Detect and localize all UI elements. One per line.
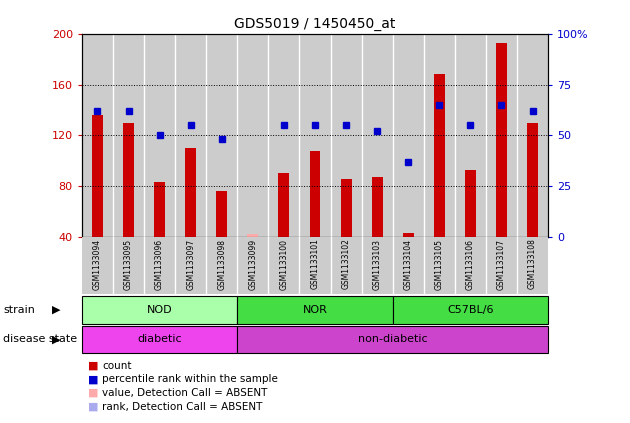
Text: ■: ■: [88, 388, 99, 398]
Bar: [455, 34, 486, 237]
Bar: [299, 237, 331, 294]
Bar: [82, 296, 238, 324]
Text: GSM1133103: GSM1133103: [373, 239, 382, 290]
Bar: [185, 148, 196, 237]
Text: C57BL/6: C57BL/6: [447, 305, 494, 315]
Text: GSM1133101: GSM1133101: [311, 239, 319, 289]
Text: GSM1133098: GSM1133098: [217, 239, 226, 290]
Text: NOR: NOR: [302, 305, 328, 315]
Bar: [82, 326, 238, 353]
Bar: [517, 34, 548, 237]
Text: ■: ■: [88, 401, 99, 412]
Text: GSM1133102: GSM1133102: [341, 239, 350, 289]
Text: count: count: [102, 361, 132, 371]
Text: GSM1133094: GSM1133094: [93, 239, 102, 290]
Bar: [268, 34, 299, 237]
Bar: [238, 326, 548, 353]
Bar: [362, 237, 392, 294]
Text: GSM1133106: GSM1133106: [466, 239, 475, 290]
Text: GSM1133104: GSM1133104: [404, 239, 413, 290]
Text: diabetic: diabetic: [137, 335, 182, 344]
Bar: [527, 123, 538, 237]
Bar: [123, 123, 134, 237]
Bar: [434, 74, 445, 237]
Bar: [175, 237, 206, 294]
Bar: [486, 34, 517, 237]
Title: GDS5019 / 1450450_at: GDS5019 / 1450450_at: [234, 17, 396, 31]
Bar: [331, 34, 362, 237]
Bar: [238, 296, 392, 324]
Bar: [206, 237, 238, 294]
Text: NOD: NOD: [147, 305, 173, 315]
Bar: [92, 115, 103, 237]
Bar: [278, 173, 289, 237]
Text: ■: ■: [88, 374, 99, 385]
Bar: [392, 296, 548, 324]
Bar: [154, 182, 165, 237]
Bar: [175, 34, 206, 237]
Bar: [309, 151, 321, 237]
Bar: [216, 191, 227, 237]
Text: non-diabetic: non-diabetic: [358, 335, 428, 344]
Bar: [424, 237, 455, 294]
Bar: [465, 170, 476, 237]
Bar: [341, 179, 352, 237]
Text: value, Detection Call = ABSENT: value, Detection Call = ABSENT: [102, 388, 267, 398]
Text: GSM1133095: GSM1133095: [124, 239, 133, 290]
Bar: [403, 233, 414, 237]
Bar: [299, 34, 331, 237]
Bar: [238, 34, 268, 237]
Bar: [113, 34, 144, 237]
Bar: [517, 237, 548, 294]
Bar: [82, 34, 113, 237]
Text: GSM1133107: GSM1133107: [497, 239, 506, 290]
Bar: [392, 34, 424, 237]
Bar: [331, 237, 362, 294]
Text: ▶: ▶: [52, 305, 61, 315]
Bar: [268, 237, 299, 294]
Bar: [486, 237, 517, 294]
Text: GSM1133105: GSM1133105: [435, 239, 444, 290]
Text: GSM1133108: GSM1133108: [528, 239, 537, 289]
Bar: [496, 43, 507, 237]
Bar: [362, 34, 392, 237]
Text: GSM1133096: GSM1133096: [155, 239, 164, 290]
Text: ■: ■: [88, 361, 99, 371]
Text: rank, Detection Call = ABSENT: rank, Detection Call = ABSENT: [102, 401, 263, 412]
Bar: [238, 237, 268, 294]
Bar: [424, 34, 455, 237]
Text: strain: strain: [3, 305, 35, 315]
Text: percentile rank within the sample: percentile rank within the sample: [102, 374, 278, 385]
Bar: [206, 34, 238, 237]
Bar: [392, 237, 424, 294]
Bar: [144, 237, 175, 294]
Text: GSM1133099: GSM1133099: [248, 239, 257, 290]
Text: ▶: ▶: [52, 335, 61, 344]
Bar: [248, 234, 258, 237]
Bar: [455, 237, 486, 294]
Text: GSM1133100: GSM1133100: [280, 239, 289, 290]
Bar: [82, 237, 113, 294]
Bar: [372, 177, 382, 237]
Text: GSM1133097: GSM1133097: [186, 239, 195, 290]
Bar: [113, 237, 144, 294]
Bar: [144, 34, 175, 237]
Text: disease state: disease state: [3, 335, 77, 344]
